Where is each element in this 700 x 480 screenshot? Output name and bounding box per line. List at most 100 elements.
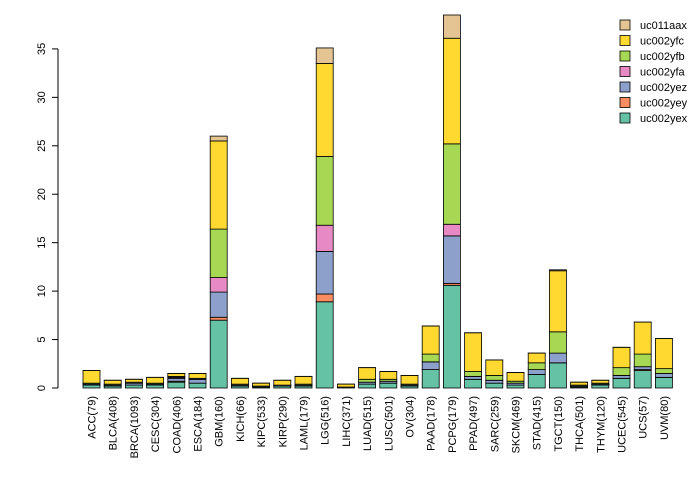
bar-segment-uc002yez	[633, 366, 652, 370]
bar-segment-uc002yez	[655, 373, 673, 378]
x-tick-label: THYM(120)	[595, 396, 607, 453]
bar-stack	[294, 375, 313, 389]
bar-stack	[146, 376, 165, 389]
x-tick-label: BRCA(1093)	[129, 396, 141, 458]
bar-segment-uc002yex	[358, 383, 377, 389]
bar-segment-uc002yex	[421, 369, 440, 389]
bar-segment-uc002yez	[421, 361, 440, 370]
bar-stack	[358, 367, 377, 389]
legend-swatch	[619, 19, 631, 31]
bar-stack	[655, 338, 673, 389]
legend-swatch	[619, 66, 631, 77]
bar-segment-uc002yfc	[379, 371, 398, 380]
bar-segment-uc002yfc	[230, 377, 249, 385]
bar-segment-uc002yex	[527, 374, 546, 389]
legend-label: uc002yfb	[640, 51, 685, 63]
bar-segment-uc002yfb	[549, 331, 567, 354]
bar-segment-uc002yez	[442, 235, 461, 284]
x-tick-label: SKCM(469)	[511, 396, 523, 453]
bar-segment-uc002yfc	[464, 332, 483, 372]
y-tick-label: 30	[36, 91, 48, 103]
bar-stack	[421, 325, 440, 389]
legend-label: uc002yey	[640, 98, 688, 110]
bar-segment-uc002yex	[379, 382, 398, 389]
bar-segment-uc011aax	[315, 47, 334, 64]
bar-stack	[400, 375, 419, 389]
x-axis-labels: ACC(79) BLCA(408) BRCA(1093) CESC(304) COAD(…	[87, 396, 671, 458]
x-tick-label: UCS(57)	[638, 396, 650, 439]
bar-stack	[591, 379, 610, 389]
bar-stack	[273, 379, 292, 389]
y-tick-label: 15	[36, 237, 48, 249]
bar-stack	[442, 14, 461, 389]
bar-stack	[82, 370, 101, 389]
bars-group	[82, 14, 673, 389]
bar-stack	[188, 373, 207, 389]
bar-segment-uc002yfc	[591, 379, 610, 384]
x-tick-label: THCA(501)	[574, 396, 586, 452]
bar-segment-uc002yfb	[485, 375, 504, 381]
bar-segment-uc011aax	[209, 135, 228, 142]
bar-segment-uc002yez	[464, 375, 483, 380]
x-tick-label: ESCA(184)	[193, 396, 205, 452]
bar-segment-uc002yex	[612, 377, 631, 389]
y-tick-label: 35	[36, 43, 48, 55]
bar-segment-uc002yfb	[421, 353, 440, 363]
bar-stack	[336, 383, 355, 389]
bar-segment-uc002yez	[315, 250, 334, 295]
bar-segment-uc002yfb	[209, 228, 228, 278]
bar-segment-uc002yez	[209, 291, 228, 318]
bar-segment-uc002yex	[82, 384, 101, 389]
bar-segment-uc002yfb	[358, 378, 377, 383]
x-tick-label: PAAD(178)	[426, 396, 438, 451]
bar-stack	[315, 47, 334, 389]
bar-segment-uc002yex	[633, 370, 652, 389]
bar-segment-uc002yez	[612, 375, 631, 379]
x-tick-label: KIRP(290)	[277, 396, 289, 447]
legend-label: uc002yfc	[640, 36, 685, 48]
bar-segment-uc002yex	[655, 376, 673, 389]
bar-segment-uc002yfc	[570, 381, 588, 386]
bar-segment-uc002yex	[485, 382, 504, 389]
legend-swatch	[619, 50, 631, 62]
bar-stack	[633, 321, 652, 389]
x-tick-label: PPAD(497)	[468, 396, 480, 451]
x-tick-label: COAD(406)	[171, 396, 183, 453]
bar-segment-uc002yfc	[125, 378, 143, 383]
x-tick-label: UCEC(545)	[617, 396, 629, 453]
bar-stack	[209, 135, 228, 389]
bar-segment-uc002yfc	[633, 321, 652, 355]
bar-segment-uc002yez	[167, 377, 186, 382]
legend: uc011aax uc002yfc uc002yfb uc002yfa uc002yez…	[619, 19, 688, 125]
bar-segment-uc002yfc	[82, 370, 101, 384]
x-tick-label: LIHC(371)	[341, 396, 353, 447]
x-tick-label: PCPG(179)	[447, 396, 459, 453]
bar-segment-uc011aax	[549, 269, 567, 272]
bar-stack	[379, 371, 398, 389]
bar-segment-uc002yfc	[146, 376, 165, 384]
legend-swatch	[619, 35, 631, 46]
bar-segment-uc002yfc	[655, 338, 673, 370]
bar-segment-uc002yfc	[294, 375, 313, 385]
bar-segment-uc002yex	[549, 362, 567, 389]
bar-stack	[167, 373, 186, 389]
bar-segment-uc002yfc	[167, 373, 186, 377]
x-tick-label: UVM(80)	[659, 396, 671, 440]
bar-segment-uc002yey	[209, 316, 228, 321]
bar-segment-uc002yfb	[633, 353, 652, 368]
x-tick-label: LAML(179)	[299, 396, 311, 450]
bar-segment-uc002yfc	[400, 375, 419, 385]
bar-segment-uc002yfc	[442, 37, 461, 145]
x-tick-label: SARC(259)	[489, 396, 501, 452]
x-tick-label: CESC(304)	[150, 396, 162, 452]
bar-segment-uc002yfc	[506, 372, 525, 382]
bar-segment-uc002yfa	[442, 223, 461, 237]
bar-segment-uc002yfb	[655, 368, 673, 374]
bar-segment-uc002yfb	[527, 362, 546, 370]
x-tick-label: KICH(66)	[235, 396, 247, 442]
bar-segment-uc002yfc	[485, 359, 504, 376]
legend-swatch	[619, 81, 631, 93]
bar-segment-uc002yfb	[442, 143, 461, 225]
bar-segment-uc002yfc	[527, 352, 546, 364]
bar-segment-uc002yfc	[421, 325, 440, 355]
